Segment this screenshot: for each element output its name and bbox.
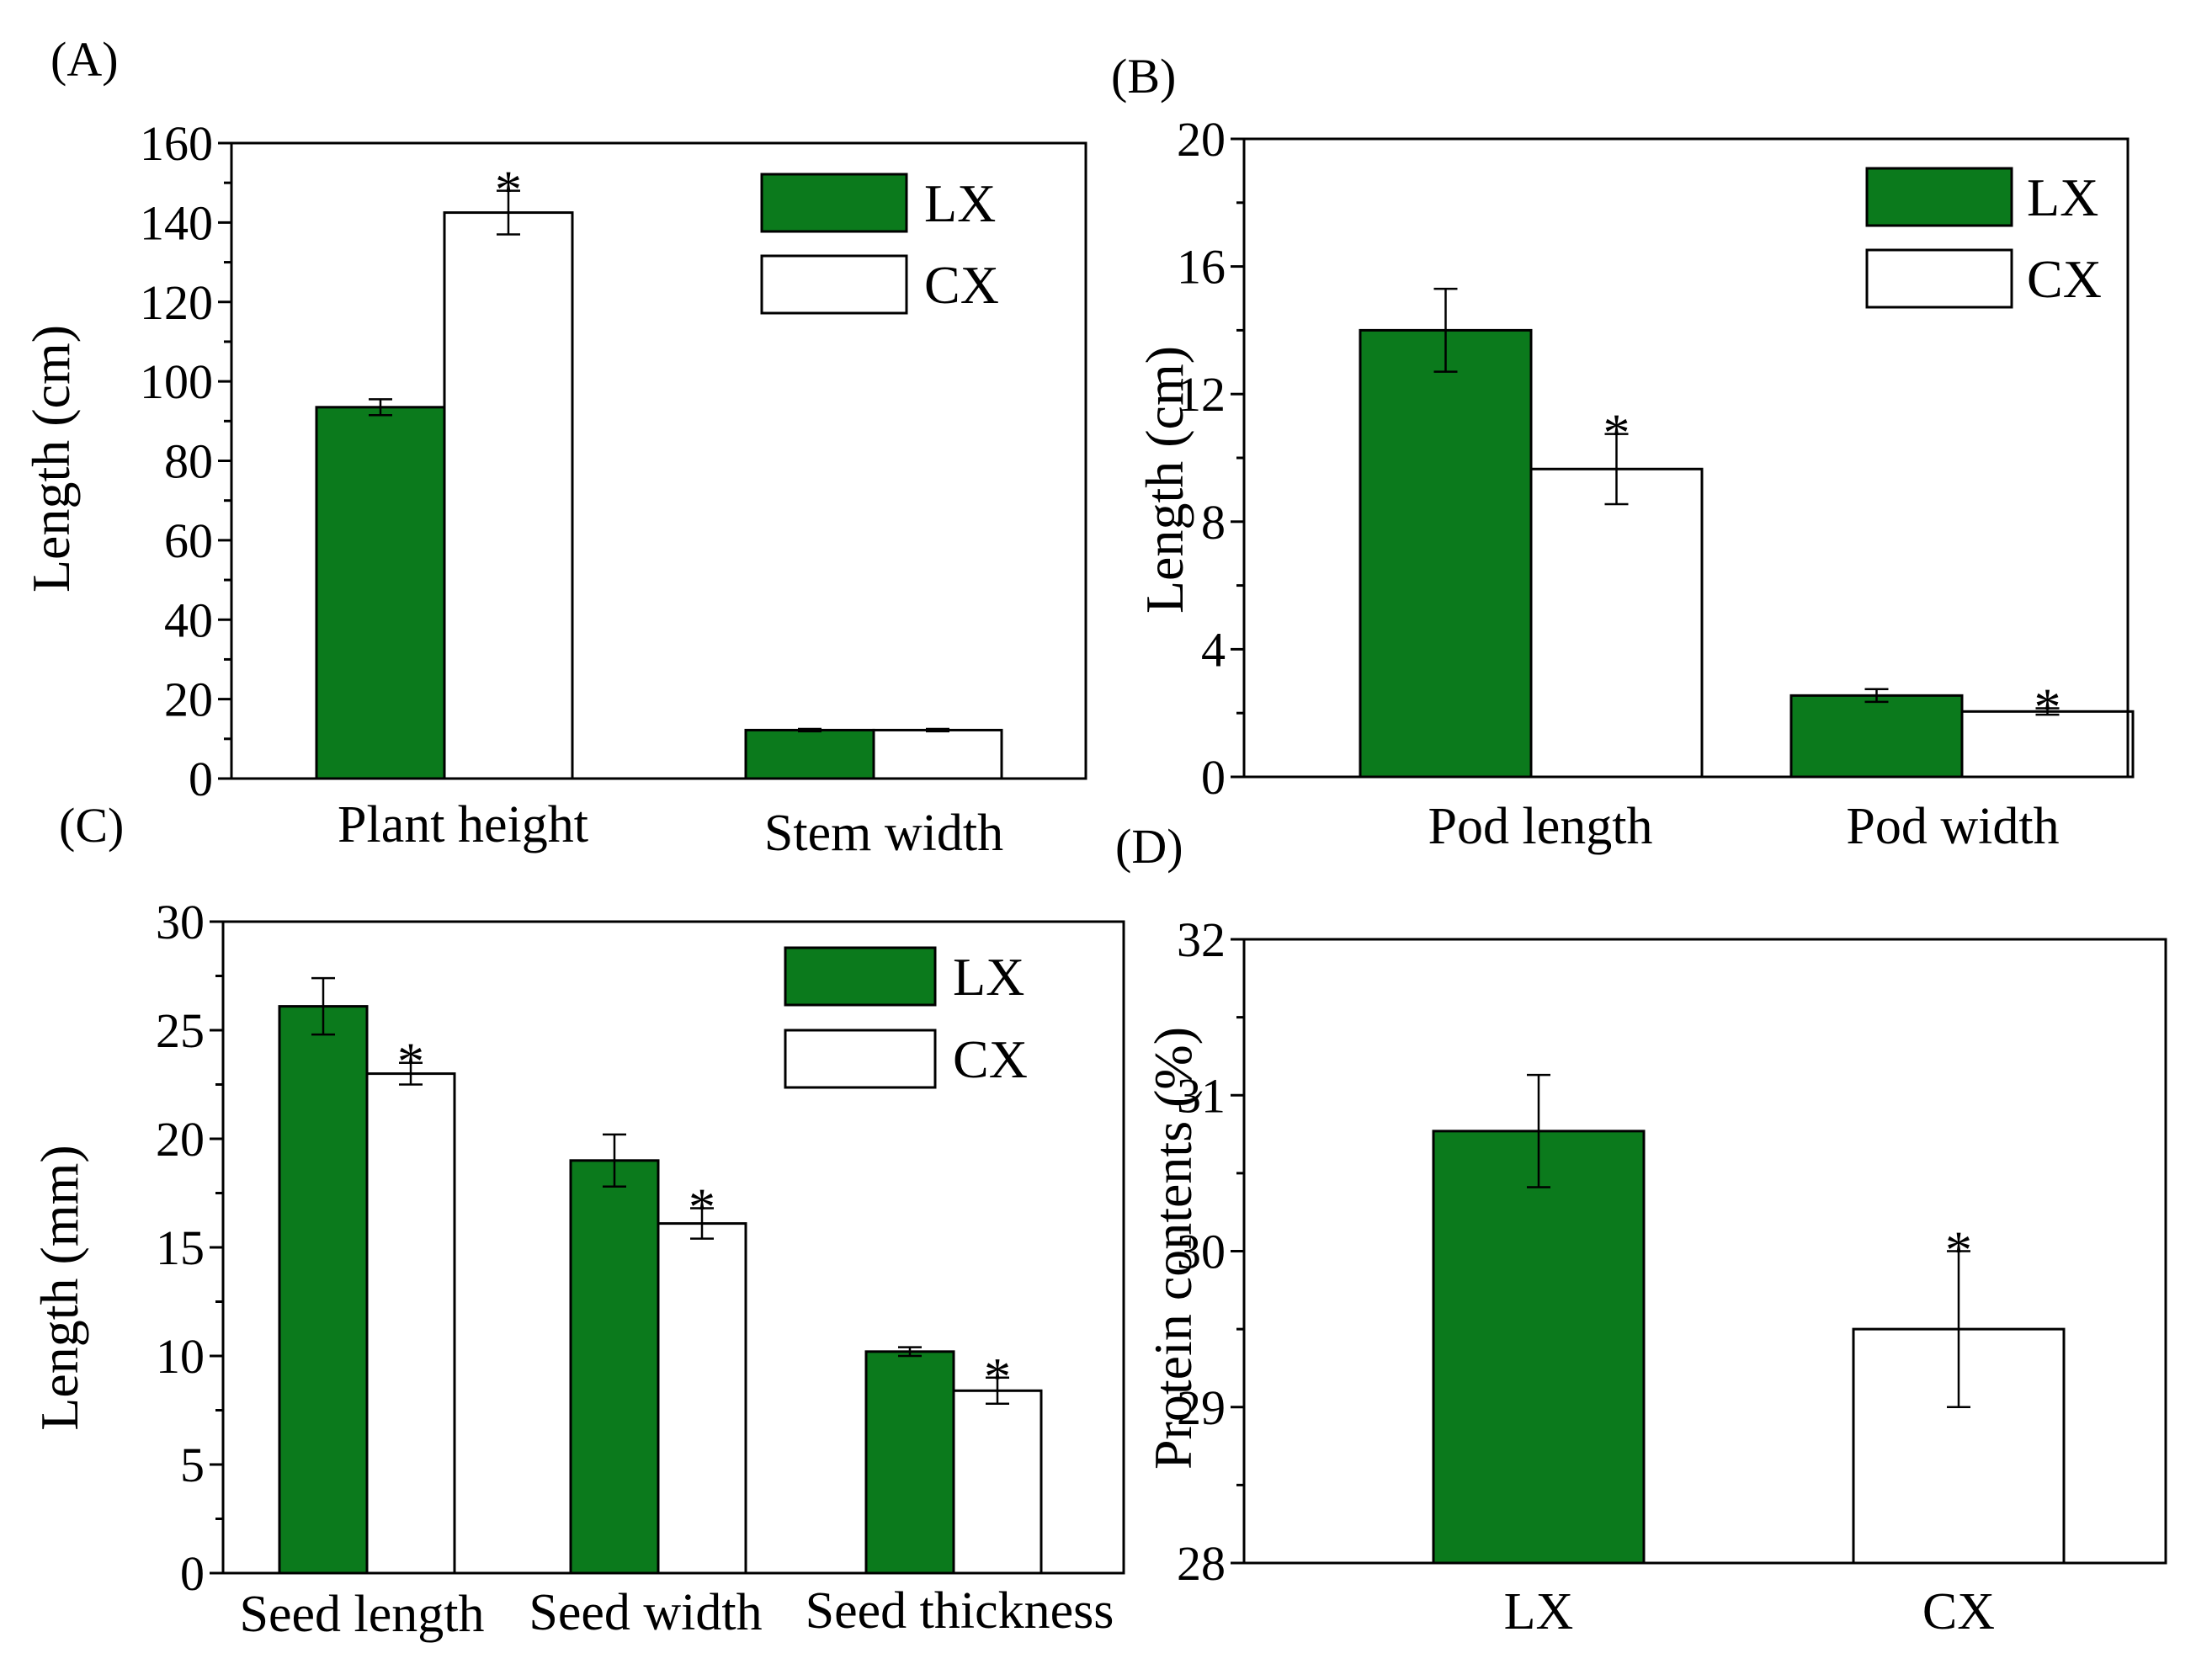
legend-label-lx: LX	[2027, 167, 2098, 227]
bar-lx-1	[744, 728, 875, 780]
legend-label-cx: CX	[953, 1029, 1028, 1089]
y-tick-label: 60	[164, 513, 213, 568]
y-tick-label: 10	[156, 1329, 205, 1384]
y-tick-label: 20	[1177, 112, 1226, 167]
y-tick-label: 20	[164, 673, 213, 727]
y-tick-label: 140	[140, 195, 213, 250]
panel-c-plot: * * * 0 5 10 15 20 25 30 Seed length Seed width Seed…	[29, 895, 1125, 1643]
y-tick-label: 4	[1201, 622, 1226, 677]
y-tick-label: 25	[156, 1003, 205, 1058]
y-tick-label: 30	[156, 895, 205, 949]
y-tick-label: 29	[1177, 1380, 1226, 1435]
panel-b-label: (B)	[1111, 49, 1176, 104]
significance-star: *	[397, 1032, 424, 1092]
legend-label-cx: CX	[924, 255, 999, 315]
y-tick-label: 120	[140, 275, 213, 330]
bar-cx-0	[443, 211, 574, 780]
bar-cx-2	[952, 1389, 1043, 1575]
legend-swatch-lx	[784, 946, 937, 1007]
legend-label-cx: CX	[2027, 249, 2102, 309]
bar-cx-0	[365, 1072, 456, 1575]
bar-lx-0	[1359, 328, 1533, 779]
legend-swatch-cx	[760, 254, 908, 315]
bar-lx-0	[278, 1005, 369, 1575]
category-label: Pod length	[1428, 798, 1653, 855]
panel-d-plot: * 28 29 30 31 32 LX CX Protein contents (%)	[1143, 912, 2167, 1640]
category-label: Plant height	[338, 796, 588, 853]
significance-star: *	[1945, 1220, 1972, 1280]
category-label: CX	[1922, 1583, 1995, 1640]
bar-cx-1	[657, 1222, 747, 1575]
category-label: Seed length	[240, 1586, 485, 1643]
legend-swatch-cx	[784, 1029, 937, 1089]
y-tick-label: 15	[156, 1220, 205, 1275]
y-axis-label: Length (cm)	[1135, 346, 1194, 614]
category-label: LX	[1504, 1583, 1574, 1640]
y-axis-label: Protein contents (%)	[1143, 1027, 1203, 1470]
bar-lx	[1432, 1130, 1646, 1565]
legend-swatch-lx	[1865, 167, 2013, 227]
y-tick-label: 30	[1177, 1225, 1226, 1279]
bar-lx-2	[864, 1350, 955, 1575]
category-label: Pod width	[1846, 798, 2059, 855]
y-axis-label: Length (cm)	[21, 325, 81, 593]
legend-label-lx: LX	[924, 173, 996, 233]
y-tick-label: 160	[140, 116, 213, 171]
panel-d-label: (D)	[1115, 819, 1183, 874]
y-tick-label: 80	[164, 434, 213, 489]
panel-d: (D) * 28 29 30 31 32 LX CX Protein contents (%)	[1115, 819, 2167, 1640]
category-label: Seed width	[529, 1584, 762, 1641]
legend-swatch-cx	[1865, 248, 2013, 309]
significance-star: *	[495, 160, 522, 220]
bar-lx-0	[315, 406, 446, 780]
y-tick-label: 5	[180, 1438, 205, 1492]
legend-swatch-lx	[760, 173, 908, 233]
category-label: Seed thickness	[806, 1582, 1114, 1640]
legend-label-lx: LX	[953, 947, 1024, 1007]
y-tick-label: 8	[1201, 495, 1226, 550]
significance-star: *	[1603, 403, 1630, 463]
y-tick-label: 0	[1201, 750, 1226, 805]
y-tick-label: 12	[1177, 367, 1226, 422]
bar-cx-1	[872, 728, 1003, 780]
significance-star: *	[984, 1347, 1011, 1406]
panel-b: (B) * * 0 4 8 12 16 20 Pod length Pod width Length…	[1111, 49, 2135, 855]
y-axis-label: Length (mm)	[29, 1145, 89, 1430]
panel-c-label: (C)	[59, 798, 124, 853]
panel-a-label: (A)	[51, 32, 119, 87]
bar-lx-1	[569, 1159, 660, 1575]
panel-a-plot: * 0 20 40 60 80 100 120 140 160 Plant height Stem w…	[21, 116, 1087, 862]
y-tick-label: 0	[189, 752, 213, 806]
y-tick-label: 20	[156, 1112, 205, 1167]
panel-b-plot: * * 0 4 8 12 16 20 Pod length Pod width Length (cm…	[1135, 112, 2135, 855]
y-tick-label: 40	[164, 593, 213, 647]
bar-cx-1	[1960, 710, 2135, 779]
y-tick-label: 32	[1177, 912, 1226, 967]
category-label: Stem width	[764, 805, 1003, 862]
bar-cx-0	[1529, 467, 1704, 779]
significance-star: *	[689, 1178, 715, 1237]
bar-lx-1	[1789, 694, 1964, 779]
panel-a: (A) * 0 20 40 60 80 100 120 140 160 Plant height St…	[21, 32, 1087, 862]
panel-c: (C) * * * 0 5 10 15 20 25 30 Seed length Seed width…	[29, 798, 1125, 1643]
significance-star: *	[2034, 678, 2061, 737]
y-tick-label: 100	[140, 354, 213, 409]
y-tick-label: 31	[1177, 1068, 1226, 1123]
y-tick-label: 0	[180, 1546, 205, 1601]
y-tick-label: 16	[1177, 240, 1226, 295]
y-tick-label: 28	[1177, 1536, 1226, 1591]
